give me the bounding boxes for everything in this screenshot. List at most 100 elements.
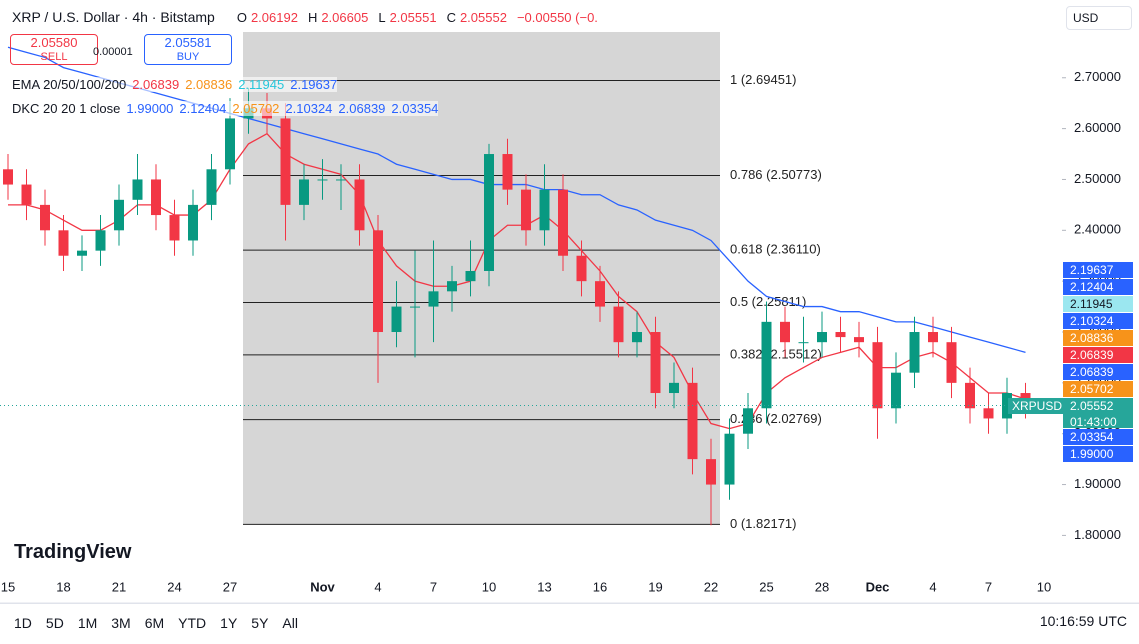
- ohlc-value: 2.06605: [321, 9, 369, 25]
- candle-body: [558, 189, 568, 256]
- candle-body: [502, 154, 513, 190]
- candle-body: [872, 342, 883, 409]
- dkc-value: 2.03354: [391, 101, 439, 116]
- x-tick-label: 21: [112, 579, 126, 594]
- candle-body: [521, 189, 531, 231]
- range-button[interactable]: All: [282, 615, 298, 631]
- candle-body: [909, 332, 920, 373]
- candle-body: [77, 250, 87, 256]
- candle-body: [650, 332, 661, 394]
- candle-body: [891, 372, 901, 409]
- ohlc-value: 2.06192: [250, 9, 298, 25]
- fib-label: 0.382 (2.15512): [730, 346, 822, 361]
- candle-body: [225, 118, 235, 170]
- buy-price: 2.05581: [164, 35, 212, 50]
- fib-label: 0.5 (2.25811): [730, 294, 806, 309]
- fib-label: 0.618 (2.36110): [730, 242, 821, 257]
- candle-body: [576, 255, 587, 282]
- x-tick-label: 18: [56, 579, 70, 594]
- range-button[interactable]: 1Y: [220, 615, 238, 631]
- range-button[interactable]: 5Y: [251, 615, 269, 631]
- symbol: XRP / U.S. Dollar · 4h · Bitstamp: [12, 9, 215, 25]
- candle-body: [854, 337, 864, 343]
- range-button[interactable]: 5D: [45, 615, 64, 631]
- x-tick-label: 10: [482, 579, 496, 594]
- bottom-toolbar: 1D 5D 1M 3M 6M YTD 1Y 5Y All: [0, 603, 1139, 642]
- x-tick-label: 15: [1, 579, 15, 594]
- ema-value: 2.11945: [238, 77, 285, 92]
- price-tag: 2.10324: [1063, 313, 1133, 329]
- y-tick-label: 2.40000: [1074, 222, 1121, 237]
- symbol-tag: XRPUSD: [1008, 398, 1067, 414]
- price-tag: 2.03354: [1063, 429, 1133, 445]
- x-tick-label: 27: [223, 579, 237, 594]
- price-tag: 1.99000: [1063, 446, 1133, 462]
- candle-body: [706, 459, 716, 485]
- candle-body: [132, 179, 143, 200]
- buy-button[interactable]: 2.05581 BUY: [144, 34, 232, 65]
- x-tick-label: 19: [648, 579, 662, 594]
- fib-label: 1 (2.69451): [730, 72, 797, 87]
- countdown: 01:43:00: [1070, 415, 1117, 429]
- range-button[interactable]: 3M: [111, 615, 131, 631]
- candle-body: [669, 382, 679, 394]
- spread: 0.00001: [93, 46, 133, 58]
- x-tick-label: Dec: [866, 579, 890, 594]
- fib-label: 0 (1.82171): [730, 516, 797, 531]
- candle-body: [280, 118, 291, 205]
- candle-body: [484, 154, 494, 271]
- candle-body: [965, 382, 975, 409]
- range-button[interactable]: 1D: [14, 615, 32, 631]
- candle-body: [114, 199, 124, 231]
- candle-body: [58, 230, 69, 256]
- dkc-value: 2.06839: [338, 101, 386, 116]
- y-tick-label: 1.80000: [1074, 527, 1121, 542]
- sell-label: SELL: [40, 51, 68, 63]
- candle-body: [946, 342, 957, 383]
- y-tick-label: 2.60000: [1074, 120, 1121, 135]
- logo: TradingView: [14, 541, 132, 563]
- range-button[interactable]: 6M: [144, 615, 165, 631]
- y-tick-label: 2.50000: [1074, 171, 1121, 186]
- ohlc-key: O: [236, 9, 247, 25]
- x-tick-label: 16: [593, 579, 607, 594]
- candle-body: [151, 179, 161, 216]
- price-tag: 2.06839: [1063, 347, 1133, 363]
- price-tag: 2.05702: [1063, 381, 1133, 397]
- ohlc-value: 2.05551: [389, 9, 437, 25]
- range-button[interactable]: YTD: [178, 615, 207, 631]
- dkc-value: 2.12404: [179, 101, 227, 116]
- candle-body: [21, 184, 32, 205]
- candle-body: [410, 306, 420, 308]
- x-tick-label: 24: [167, 579, 181, 594]
- ema-legend: EMA 20/50/100/200 2.06839 2.08836 2.11945 2.…: [12, 77, 338, 92]
- candle-body: [928, 332, 938, 343]
- x-tick-label: 4: [929, 579, 936, 594]
- x-tick-label: 7: [430, 579, 437, 594]
- header: XRP / U.S. Dollar · 4h · Bitstamp O 2.0619…: [12, 9, 598, 25]
- candle-body: [465, 270, 476, 282]
- candle-body: [632, 332, 642, 343]
- price-tag: 2.12404: [1063, 279, 1133, 295]
- x-tick-label: 7: [985, 579, 992, 594]
- sell-button[interactable]: 2.05580 SELL: [10, 34, 98, 65]
- candle-body: [317, 179, 328, 181]
- price-tag: 2.08836: [1063, 330, 1133, 346]
- currency-select[interactable]: USD: [1066, 6, 1132, 30]
- candle-body: [595, 281, 605, 307]
- x-tick-label: 4: [374, 579, 381, 594]
- ema-name: EMA 20/50/100/200: [12, 77, 127, 92]
- range-button[interactable]: 1M: [77, 615, 98, 631]
- x-tick-label: 13: [537, 579, 551, 594]
- sell-price: 2.05580: [30, 35, 78, 50]
- ohlc-value: 2.05552: [459, 9, 507, 25]
- clock: 10:16:59 UTC: [1039, 613, 1127, 629]
- candle-body: [983, 408, 994, 419]
- y-tick-label: 1.90000: [1074, 476, 1121, 491]
- candle-body: [447, 281, 457, 292]
- change: −0.00550 (−0.: [516, 9, 598, 25]
- candle-body: [743, 408, 753, 434]
- current-price-tag: 2.05552 01:43:00: [1063, 398, 1133, 429]
